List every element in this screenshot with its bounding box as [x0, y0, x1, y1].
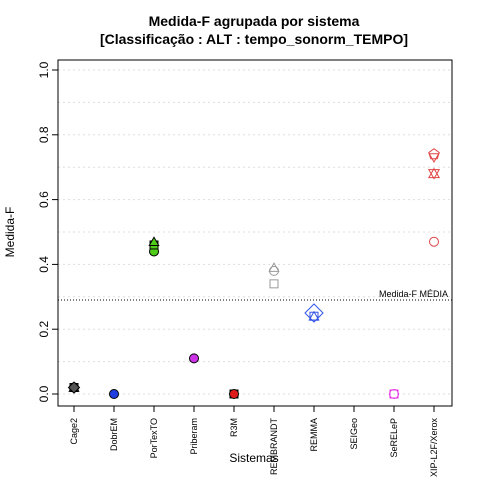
- data-point: [229, 389, 239, 399]
- data-point: [429, 236, 439, 247]
- data-point: [268, 262, 280, 272]
- plot-frame: [57, 59, 453, 407]
- data-point: [304, 303, 324, 323]
- x-tick-label: Cage2: [69, 418, 79, 445]
- data-points: [67, 148, 441, 399]
- y-tick-label: 0.6: [37, 191, 51, 208]
- chart-title: Medida-F agrupada por sistema: [149, 13, 360, 29]
- reference-line-label: Medida-F MÉDIA: [379, 289, 448, 299]
- data-point: [427, 169, 441, 180]
- data-point: [427, 167, 441, 179]
- x-tick-label: REMMA: [309, 418, 319, 452]
- x-tick-label: REMBRANDT: [269, 418, 279, 476]
- x-tick-label: XIP-L2F/Xerox: [429, 418, 439, 478]
- x-tick-label: PorTexTO: [149, 418, 159, 458]
- x-axis: Cage2 DobrEM PorTexTO Priberam R3M REMBRANDT R…: [69, 406, 439, 477]
- data-point: [428, 153, 440, 163]
- data-point: [189, 353, 199, 364]
- gridlines: [58, 69, 452, 395]
- data-point: [109, 389, 119, 399]
- x-tick-label: SeRELeP: [389, 418, 399, 458]
- y-tick-label: 0.8: [37, 126, 51, 143]
- data-point: [67, 381, 81, 394]
- x-tick-label: DobrEM: [109, 418, 119, 451]
- x-tick-label: SEIGeo: [349, 418, 359, 450]
- data-point: [389, 389, 399, 399]
- y-tick-label: 1.0: [37, 61, 51, 78]
- chart-subtitle: [Classificação : ALT : tempo_sonorm_TEMP…: [100, 31, 408, 47]
- y-axis: 0.0 0.2 0.4 0.6 0.8 1.0: [37, 61, 58, 402]
- data-point: [148, 236, 160, 246]
- y-tick-label: 0.4: [37, 256, 51, 273]
- y-tick-label: 0.0: [37, 385, 51, 402]
- y-tick-label: 0.2: [37, 321, 51, 338]
- data-point: [269, 279, 279, 289]
- data-point: [428, 148, 440, 160]
- x-tick-label: R3M: [229, 418, 239, 437]
- x-tick-label: Priberam: [189, 418, 199, 455]
- y-axis-label: Medida-F: [3, 207, 17, 258]
- data-point: [308, 310, 320, 321]
- x-axis-label: Sistemas: [229, 451, 278, 465]
